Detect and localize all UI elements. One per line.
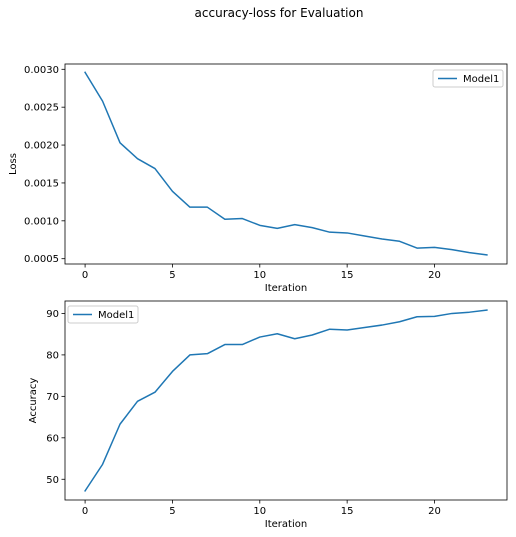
accuracy-x-tick-label: 5: [169, 506, 175, 517]
loss-data-point: [276, 228, 278, 230]
loss-legend-box: [432, 69, 504, 88]
accuracy-data-point: [434, 316, 436, 318]
accuracy-data-point: [154, 391, 156, 393]
accuracy-data-point: [381, 324, 383, 326]
accuracy-data-point: [294, 338, 296, 340]
loss-data-point: [451, 249, 453, 251]
loss-data-point: [242, 218, 244, 220]
accuracy-legend-label: Model1: [98, 310, 134, 321]
accuracy-data-point: [364, 327, 366, 329]
loss-data-point: [434, 247, 436, 249]
accuracy-data-point: [207, 353, 209, 355]
accuracy-x-axis-label: Iteration: [265, 519, 307, 530]
loss-data-point: [102, 100, 104, 102]
loss-data-point: [207, 206, 209, 208]
accuracy-chart: 0 5 10 15 20 50 60 70 80 90 Iteration Accuracy Model…: [28, 300, 508, 530]
loss-data-point: [189, 206, 191, 208]
accuracy-data-point: [242, 344, 244, 346]
loss-data-point: [399, 240, 401, 242]
loss-y-tick-label: 0.0005: [24, 254, 59, 265]
accuracy-x-tick-label: 20: [428, 506, 441, 517]
loss-x-tick-label: 0: [82, 270, 88, 281]
loss-y-tick-label: 0.0010: [24, 216, 59, 227]
loss-data-point: [224, 219, 226, 221]
loss-data-point: [346, 232, 348, 234]
accuracy-data-point: [451, 313, 453, 315]
loss-axes-frame: [64, 63, 508, 265]
loss-data-point: [154, 168, 156, 170]
loss-data-point: [172, 190, 174, 192]
loss-x-tick-label: 15: [341, 270, 354, 281]
loss-x-axis-label: Iteration: [265, 283, 307, 294]
loss-series-line: [84, 71, 488, 256]
accuracy-axes-frame: [64, 300, 508, 501]
accuracy-y-axis-label: Accuracy: [28, 378, 39, 424]
accuracy-data-point: [329, 328, 331, 330]
loss-data-point: [84, 72, 86, 74]
accuracy-y-tick-label: 50: [46, 475, 59, 486]
accuracy-data-point: [84, 490, 86, 492]
loss-data-point: [119, 142, 121, 144]
accuracy-y-tick-label: 90: [46, 309, 59, 320]
loss-legend-label: Model1: [463, 74, 499, 85]
loss-data-point: [364, 235, 366, 237]
loss-y-axis-label: Loss: [8, 153, 19, 175]
accuracy-data-point: [311, 334, 313, 336]
accuracy-series-line: [84, 309, 488, 492]
loss-y-tick-label: 0.0015: [24, 178, 59, 189]
accuracy-y-tick-label: 80: [46, 350, 59, 361]
loss-data-point: [137, 158, 139, 160]
figure-title: accuracy-loss for Evaluation: [195, 6, 364, 20]
accuracy-x-tick-label: 15: [341, 506, 354, 517]
loss-y-tick-label: 0.0025: [24, 103, 59, 114]
accuracy-data-point: [137, 401, 139, 403]
accuracy-data-point: [399, 321, 401, 323]
accuracy-data-point: [469, 311, 471, 313]
loss-data-point: [381, 238, 383, 240]
accuracy-data-point: [119, 423, 121, 425]
loss-data-point: [259, 225, 261, 227]
accuracy-x-tick-label: 10: [253, 506, 266, 517]
accuracy-legend-box: [67, 305, 139, 324]
loss-data-point: [294, 224, 296, 226]
accuracy-data-point: [259, 336, 261, 338]
loss-data-point: [416, 247, 418, 249]
loss-x-tick-label: 5: [169, 270, 175, 281]
loss-data-point: [329, 231, 331, 233]
loss-data-point: [469, 252, 471, 254]
loss-y-tick-label: 0.0030: [24, 65, 59, 76]
accuracy-data-point: [416, 316, 418, 318]
loss-x-tick-label: 10: [253, 270, 266, 281]
loss-x-tick-label: 20: [428, 270, 441, 281]
accuracy-data-point: [102, 464, 104, 466]
accuracy-y-tick-label: 60: [46, 433, 59, 444]
loss-y-tick-label: 0.0020: [24, 141, 59, 152]
loss-data-point: [311, 227, 313, 229]
accuracy-data-point: [486, 309, 488, 311]
accuracy-x-tick-label: 0: [82, 506, 88, 517]
accuracy-data-point: [189, 354, 191, 356]
accuracy-data-point: [346, 329, 348, 331]
loss-chart: 0 5 10 15 20 0.0005 0.0010 0.0015 0.0020 0.0025 0.…: [8, 63, 508, 294]
loss-data-point: [486, 254, 488, 256]
accuracy-data-point: [172, 371, 174, 373]
accuracy-y-tick-label: 70: [46, 392, 59, 403]
accuracy-data-point: [276, 333, 278, 335]
accuracy-data-point: [224, 344, 226, 346]
